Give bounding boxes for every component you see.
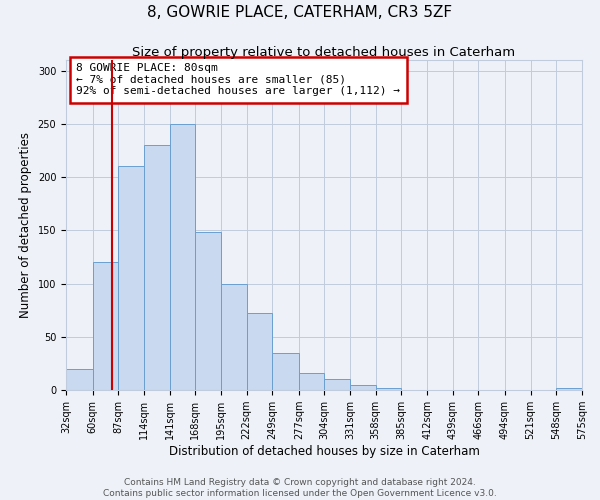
Bar: [376, 388, 401, 390]
Bar: [350, 384, 376, 390]
Bar: [66, 368, 92, 390]
Text: Contains HM Land Registry data © Crown copyright and database right 2024.
Contai: Contains HM Land Registry data © Crown c…: [103, 478, 497, 498]
Text: 8 GOWRIE PLACE: 80sqm
← 7% of detached houses are smaller (85)
92% of semi-detac: 8 GOWRIE PLACE: 80sqm ← 7% of detached h…: [76, 64, 400, 96]
Y-axis label: Number of detached properties: Number of detached properties: [19, 132, 32, 318]
Bar: [195, 232, 221, 390]
Bar: [92, 262, 118, 390]
Bar: [170, 124, 195, 390]
Bar: [247, 314, 272, 390]
Bar: [221, 284, 247, 390]
Bar: [325, 380, 350, 390]
Bar: [299, 373, 325, 390]
Text: 8, GOWRIE PLACE, CATERHAM, CR3 5ZF: 8, GOWRIE PLACE, CATERHAM, CR3 5ZF: [148, 5, 452, 20]
Bar: [272, 352, 299, 390]
X-axis label: Distribution of detached houses by size in Caterham: Distribution of detached houses by size …: [169, 445, 479, 458]
Bar: [118, 166, 144, 390]
Title: Size of property relative to detached houses in Caterham: Size of property relative to detached ho…: [133, 46, 515, 59]
Bar: [556, 388, 582, 390]
Bar: [144, 145, 170, 390]
